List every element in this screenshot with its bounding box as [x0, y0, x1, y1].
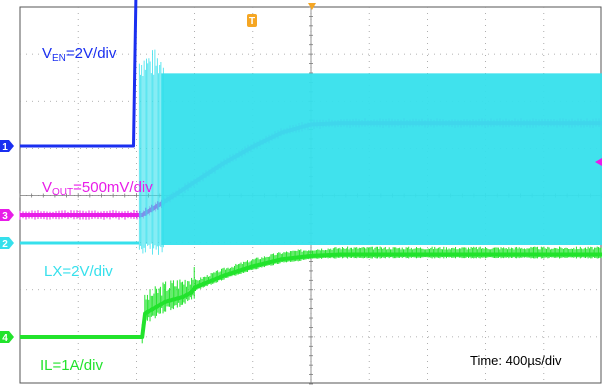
channel-marker-shape — [0, 209, 14, 221]
vout-label: VOUT=500mV/div — [42, 179, 153, 198]
trace-ven — [20, 0, 138, 148]
channel-marker-number: 3 — [2, 211, 8, 222]
channel-marker-shape — [0, 140, 14, 152]
channel-marker-number: 4 — [2, 333, 8, 344]
vout-label-sub: OUT — [52, 187, 73, 198]
channel-marker-vout: 3 — [0, 209, 14, 222]
channel-marker-lx: 2 — [0, 237, 14, 250]
channel-marker-shape — [0, 237, 14, 249]
channel-markers: 1 3 2 4 — [0, 140, 14, 344]
channel-marker-shape — [0, 331, 14, 343]
lx-level-arrow — [595, 158, 602, 166]
ven-label: VEN=2V/div — [42, 45, 117, 64]
channel-marker-ven: 1 — [0, 140, 14, 153]
lx-label: LX=2V/div — [44, 263, 113, 280]
channel-marker-il: 4 — [0, 331, 14, 344]
ven-label-sub: EN — [52, 53, 66, 64]
channel-marker-number: 2 — [2, 239, 8, 250]
channel-marker-number: 1 — [2, 142, 8, 153]
trigger-marker-box — [247, 14, 257, 27]
trace-lx-band — [161, 73, 602, 245]
il-label: IL=1A/div — [40, 357, 103, 374]
trigger-marker-label: T — [249, 16, 255, 27]
trigger-position-arrow — [308, 3, 316, 10]
ven-label-main: V — [42, 45, 52, 62]
vout-label-rest: =500mV/div — [73, 179, 153, 196]
trigger-marker: T — [247, 3, 316, 27]
timebase-label: Time: 400µs/div — [470, 353, 562, 368]
ven-label-rest: =2V/div — [66, 45, 117, 62]
traces — [19, 0, 602, 344]
vout-label-main: V — [42, 179, 52, 196]
